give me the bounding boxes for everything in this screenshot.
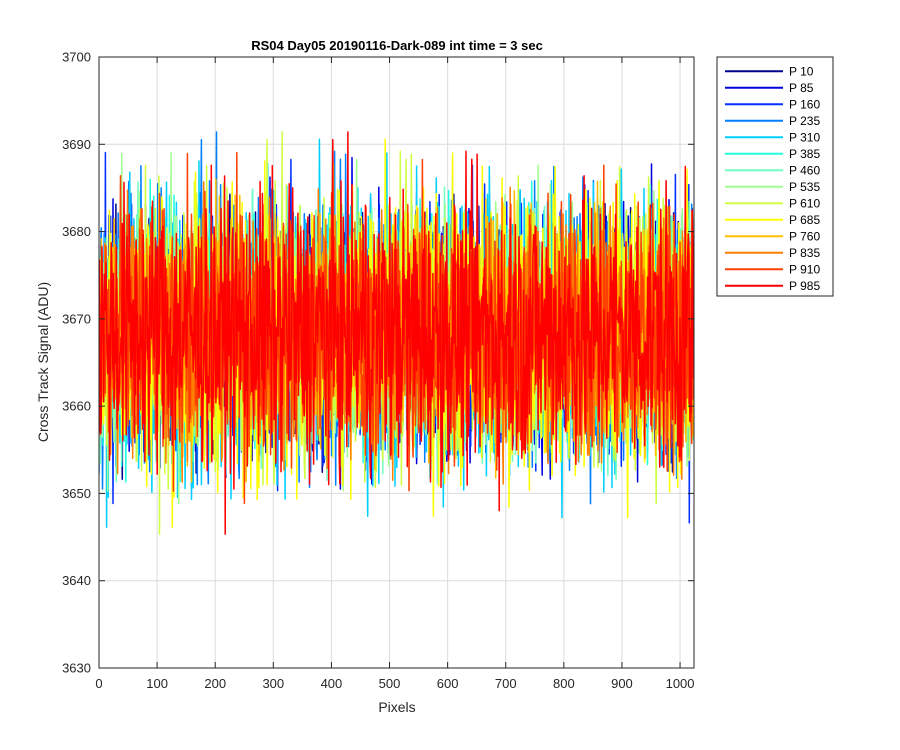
legend-box (716, 56, 834, 297)
legend-entry: P 85 (789, 81, 814, 95)
legend-entry: P 535 (789, 180, 820, 194)
y-axis-label: Cross Track Signal (ADU) (35, 282, 51, 442)
legend-entry: P 985 (789, 279, 820, 293)
series-line (99, 131, 694, 535)
x-tick-label: 200 (204, 676, 226, 691)
legend-entry: P 910 (789, 262, 820, 276)
legend-entry: P 760 (789, 229, 820, 243)
x-tick-label: 1000 (666, 676, 695, 691)
legend-entry: P 235 (789, 114, 820, 128)
x-axis-ticks: 0 100 200 300 400 500 600 700 800 900 1000 (95, 57, 695, 691)
y-tick-label: 3630 (62, 661, 91, 676)
x-tick-label: 0 (95, 676, 102, 691)
legend: P 10 P 85 P 160 P 235 P 310 P 385 P 460 P 535 P … (716, 56, 834, 297)
legend-entry: P 385 (789, 147, 820, 161)
legend-entry: P 835 (789, 246, 820, 260)
y-tick-label: 3690 (62, 137, 91, 152)
x-axis-label: Pixels (378, 699, 415, 715)
chart-title: RS04 Day05 20190116-Dark-089 int time = … (251, 38, 543, 53)
x-tick-label: 400 (321, 676, 343, 691)
legend-entry: P 685 (789, 213, 820, 227)
series-group (99, 131, 694, 535)
y-axis-ticks: 3630 3640 3650 3660 3670 3680 3690 3700 (62, 50, 694, 676)
legend-entry: P 460 (789, 163, 820, 177)
legend-entry: P 610 (789, 196, 820, 210)
x-tick-label: 900 (611, 676, 633, 691)
legend-entry: P 160 (789, 97, 820, 111)
x-tick-label: 500 (379, 676, 401, 691)
x-tick-label: 700 (495, 676, 517, 691)
y-tick-label: 3680 (62, 224, 91, 239)
legend-entry: P 310 (789, 130, 820, 144)
x-tick-label: 800 (553, 676, 575, 691)
x-tick-label: 300 (262, 676, 284, 691)
y-tick-label: 3670 (62, 311, 91, 326)
x-tick-label: 100 (146, 676, 168, 691)
y-tick-label: 3640 (62, 573, 91, 588)
x-tick-label: 600 (437, 676, 459, 691)
y-tick-label: 3650 (62, 486, 91, 501)
y-tick-label: 3700 (62, 50, 91, 65)
y-tick-label: 3660 (62, 399, 91, 414)
legend-entry: P 10 (789, 64, 814, 78)
